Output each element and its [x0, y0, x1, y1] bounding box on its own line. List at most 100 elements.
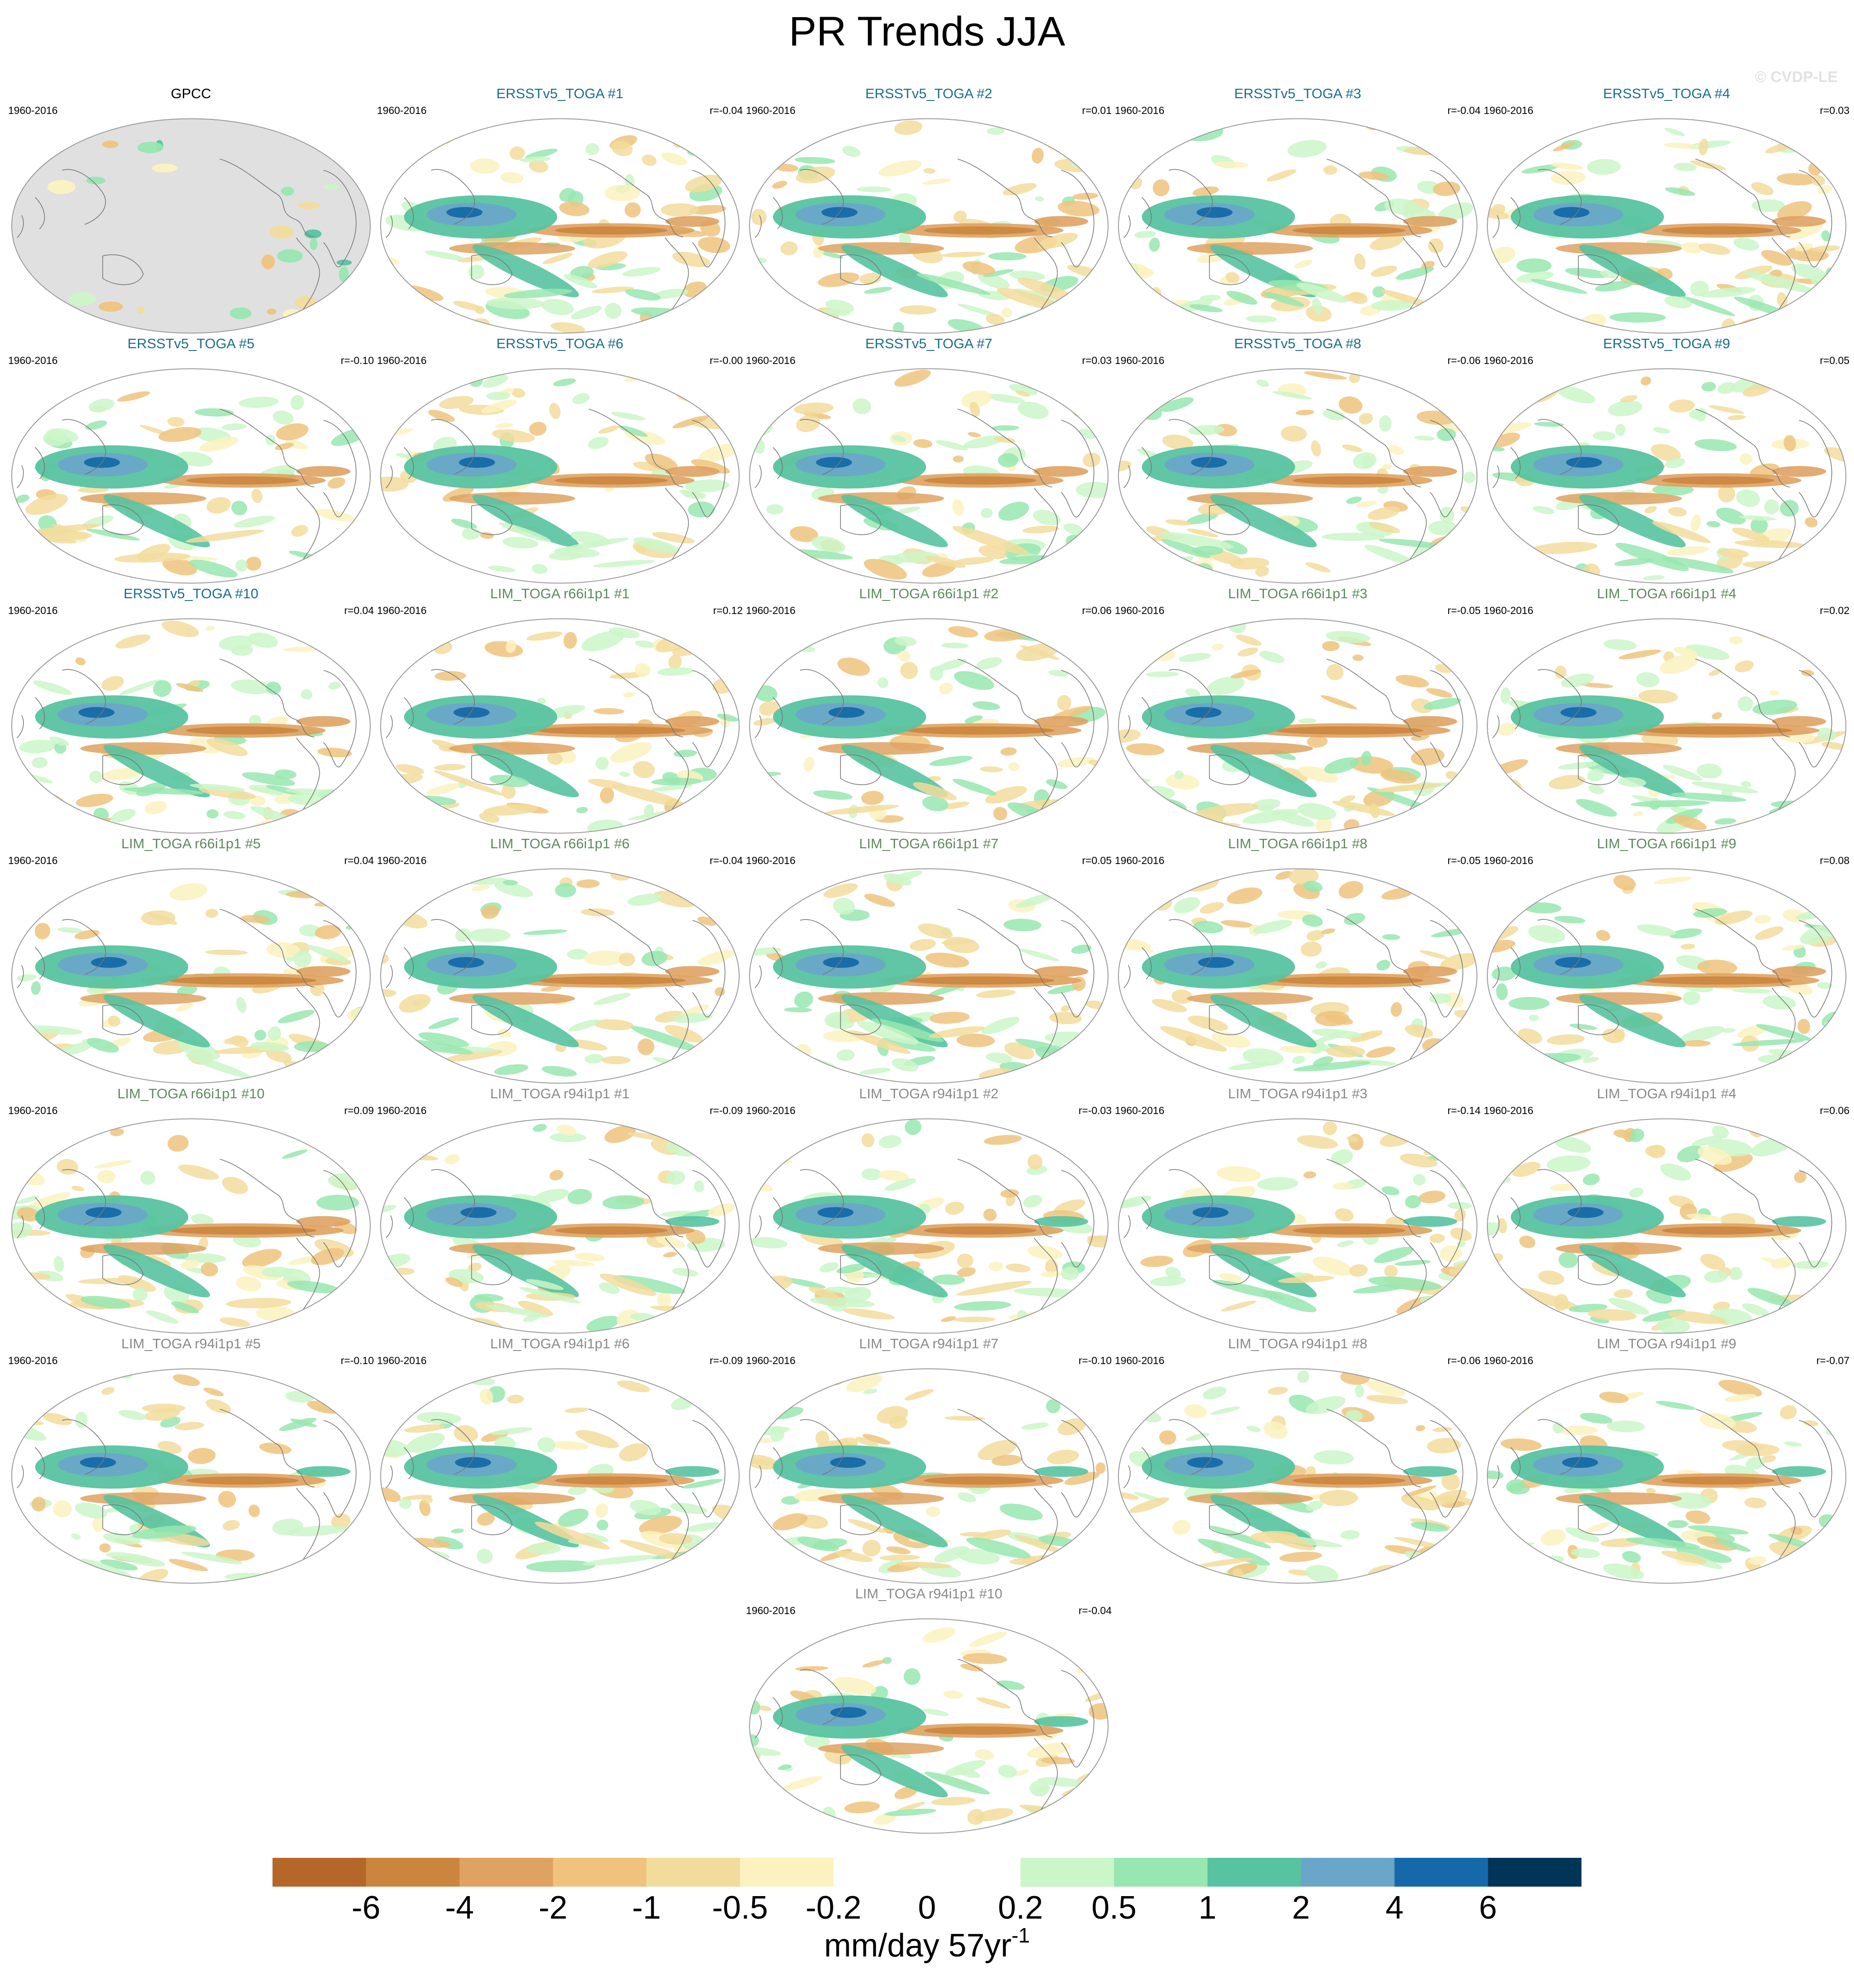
map-svg — [380, 1368, 740, 1584]
map-panel: ERSSTv5_TOGA #7 1960-2016 r=0.03 — [746, 336, 1112, 586]
map-svg — [380, 868, 740, 1084]
panel-period: 1960-2016 — [377, 605, 427, 616]
panel-correlation: r=-0.07 — [1816, 1355, 1849, 1366]
map-panel: ERSSTv5_TOGA #9 1960-2016 r=0.05 — [1484, 336, 1849, 586]
panel-title: LIM_TOGA r66i1p1 #5 — [121, 836, 261, 851]
map-svg — [380, 618, 740, 834]
map-svg — [749, 618, 1109, 834]
colorbar-swatch — [1207, 1858, 1301, 1887]
panel-period: 1960-2016 — [377, 1105, 427, 1116]
panel-correlation: r=-0.10 — [341, 355, 374, 366]
panel-correlation: r=-0.09 — [709, 1105, 743, 1116]
panel-correlation: r=-0.04 — [1078, 1605, 1112, 1616]
panel-correlation: r=0.03 — [1820, 105, 1849, 116]
panel-map — [1115, 866, 1481, 1086]
panel-correlation: r=0.05 — [1820, 355, 1849, 366]
panel-correlation: r=0.09 — [344, 1105, 374, 1116]
panel-period: 1960-2016 — [1115, 1355, 1164, 1366]
panel-map — [1484, 116, 1849, 336]
colorbar-swatch — [366, 1858, 460, 1887]
panel-title: LIM_TOGA r94i1p1 #8 — [1228, 1336, 1368, 1351]
panel-period: 1960-2016 — [1484, 855, 1533, 866]
panel-map — [746, 1366, 1112, 1586]
panel-period: 1960-2016 — [746, 355, 795, 366]
panel-period: 1960-2016 — [1115, 605, 1164, 616]
map-svg — [11, 618, 371, 834]
map-svg — [380, 368, 740, 584]
colorbar-tick-label: -1 — [632, 1890, 661, 1926]
panel-correlation: r=-0.10 — [341, 1355, 374, 1366]
panel-period: 1960-2016 — [1115, 105, 1164, 116]
map-panel: LIM_TOGA r94i1p1 #1 1960-2016 r=-0.09 — [377, 1086, 743, 1336]
panel-correlation: r=0.01 — [1082, 105, 1112, 116]
map-panel: LIM_TOGA r66i1p1 #5 1960-2016 r=0.04 — [8, 836, 374, 1086]
watermark: © CVDP-LE — [1755, 68, 1838, 86]
panel-map — [746, 866, 1112, 1086]
map-panel: ERSSTv5_TOGA #1 1960-2016 r=-0.04 — [377, 86, 743, 336]
map-panel: LIM_TOGA r66i1p1 #8 1960-2016 r=-0.05 — [1115, 836, 1481, 1086]
colorbar-swatch — [1301, 1858, 1395, 1887]
panel-period: 1960-2016 — [746, 105, 795, 116]
map-panel: LIM_TOGA r94i1p1 #6 1960-2016 r=-0.09 — [377, 1336, 743, 1586]
panel-period: 1960-2016 — [1484, 1105, 1533, 1116]
panel-map — [1115, 1116, 1481, 1336]
panel-title: LIM_TOGA r94i1p1 #3 — [1228, 1086, 1368, 1101]
colorbar-swatch — [553, 1858, 647, 1887]
map-panel: LIM_TOGA r66i1p1 #10 1960-2016 r=0.09 — [8, 1086, 374, 1336]
map-svg — [1118, 1118, 1477, 1334]
panel-correlation: r=-0.00 — [709, 355, 743, 366]
map-svg — [1487, 618, 1846, 834]
colorbar-swatch — [1488, 1858, 1581, 1887]
colorbar-tick-label: 4 — [1385, 1890, 1404, 1926]
panel-period: 1960-2016 — [1484, 355, 1533, 366]
map-svg — [1487, 1118, 1846, 1334]
map-panel: GPCC 1960-2016 — [8, 86, 374, 336]
map-svg — [749, 1118, 1109, 1334]
panel-title: LIM_TOGA r66i1p1 #1 — [490, 586, 630, 601]
map-panel: LIM_TOGA r66i1p1 #4 1960-2016 r=0.02 — [1484, 586, 1849, 836]
map-panel: LIM_TOGA r66i1p1 #6 1960-2016 r=-0.04 — [377, 836, 743, 1086]
colorbar-swatch — [1114, 1858, 1208, 1887]
panel-title: LIM_TOGA r66i1p1 #7 — [859, 836, 999, 851]
map-panel: ERSSTv5_TOGA #4 1960-2016 r=0.03 — [1484, 86, 1849, 336]
panel-title: LIM_TOGA r94i1p1 #7 — [859, 1336, 999, 1351]
map-svg — [1487, 868, 1846, 1084]
panel-title: LIM_TOGA r94i1p1 #9 — [1597, 1336, 1736, 1351]
colorbar — [273, 1858, 1581, 1887]
colorbar-tick-label: 1 — [1198, 1890, 1217, 1926]
map-panel: ERSSTv5_TOGA #10 1960-2016 r=0.04 — [8, 586, 374, 836]
panel-map — [746, 1616, 1112, 1836]
units-exponent: -1 — [1011, 1924, 1030, 1947]
panel-period: 1960-2016 — [8, 1105, 58, 1116]
colorbar-tick-label: 0 — [918, 1890, 936, 1926]
panel-period: 1960-2016 — [746, 1355, 795, 1366]
panel-period: 1960-2016 — [746, 605, 795, 616]
panel-correlation: r=0.08 — [1820, 855, 1849, 866]
map-svg — [1118, 868, 1477, 1084]
panel-title: ERSSTv5_TOGA #9 — [1603, 336, 1730, 351]
map-panel: LIM_TOGA r94i1p1 #2 1960-2016 r=-0.03 — [746, 1086, 1112, 1336]
panel-map — [377, 1366, 743, 1586]
panel-title: ERSSTv5_TOGA #1 — [496, 86, 623, 101]
panel-map — [8, 616, 374, 836]
colorbar-units-label: mm/day 57yr-1 — [0, 1924, 1854, 1964]
panel-map — [746, 116, 1112, 336]
panel-map — [746, 616, 1112, 836]
colorbar-tick-label: -2 — [538, 1890, 568, 1926]
panel-map — [8, 1366, 374, 1586]
panel-title: LIM_TOGA r66i1p1 #8 — [1228, 836, 1368, 851]
panel-period: 1960-2016 — [8, 605, 58, 616]
panel-period: 1960-2016 — [8, 855, 58, 866]
panel-correlation: r=-0.04 — [709, 105, 743, 116]
map-panel: LIM_TOGA r66i1p1 #3 1960-2016 r=-0.05 — [1115, 586, 1481, 836]
panel-map — [1115, 1366, 1481, 1586]
map-panel: ERSSTv5_TOGA #8 1960-2016 r=-0.06 — [1115, 336, 1481, 586]
map-svg — [380, 118, 740, 334]
panel-correlation: r=0.04 — [344, 605, 374, 616]
panel-title: LIM_TOGA r94i1p1 #4 — [1597, 1086, 1736, 1101]
panel-title: ERSSTv5_TOGA #6 — [496, 336, 623, 351]
colorbar-tick-label: -0.5 — [712, 1890, 768, 1926]
map-svg — [1118, 618, 1477, 834]
map-svg — [11, 118, 371, 334]
panel-correlation: r=-0.04 — [1447, 105, 1481, 116]
